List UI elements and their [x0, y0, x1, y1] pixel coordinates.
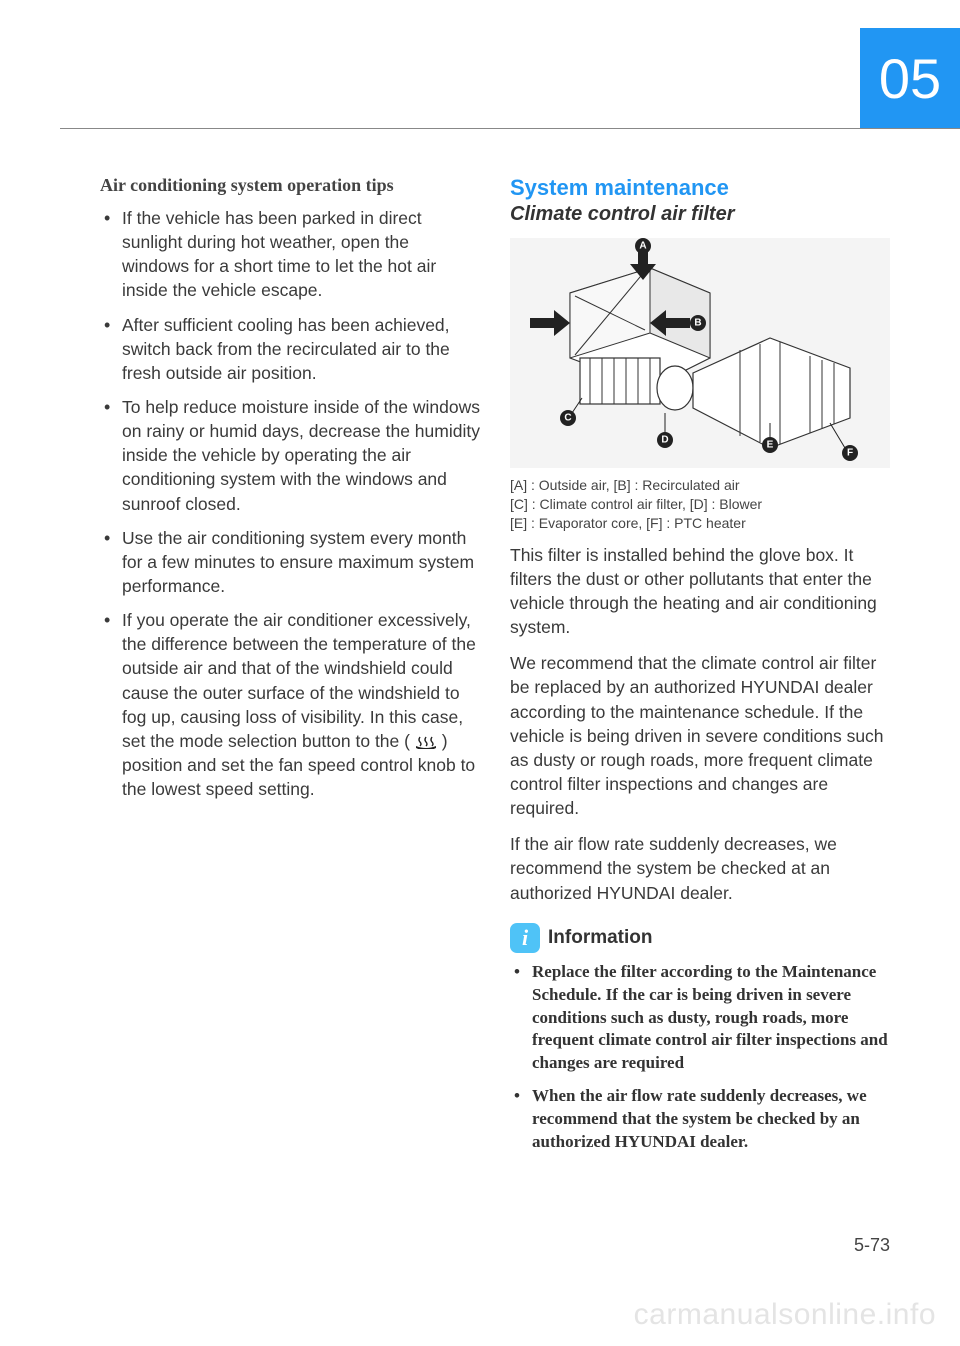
diagram-legend: [A] : Outside air, [B] : Recirculated ai… [510, 476, 890, 533]
header-divider [60, 128, 960, 129]
tip-item: After sufficient cooling has been achiev… [100, 313, 480, 385]
page-content: Air conditioning system operation tips I… [100, 175, 890, 1164]
tip-item: Use the air conditioning system every mo… [100, 526, 480, 598]
tips-heading: Air conditioning system operation tips [100, 175, 480, 196]
tip-text-pre: If you operate the air conditioner exces… [122, 610, 476, 751]
legend-line: [A] : Outside air, [B] : Recirculated ai… [510, 476, 890, 495]
info-header: i Information [510, 923, 890, 953]
info-title: Information [548, 927, 653, 949]
tips-list: If the vehicle has been parked in direct… [100, 206, 480, 801]
body-paragraph: This filter is installed behind the glov… [510, 543, 890, 640]
callout-e: E [767, 440, 774, 451]
body-paragraph: We recommend that the climate control ai… [510, 651, 890, 820]
tip-item: To help reduce moisture inside of the wi… [100, 395, 480, 516]
callout-c: C [564, 413, 571, 424]
filter-diagram: A B C D E F [510, 238, 890, 468]
left-column: Air conditioning system operation tips I… [100, 175, 480, 1164]
info-item: When the air flow rate suddenly decrease… [510, 1085, 890, 1154]
info-list: Replace the filter according to the Main… [510, 961, 890, 1155]
info-icon: i [510, 923, 540, 953]
defrost-icon [415, 731, 437, 745]
chapter-tab: 05 [860, 28, 960, 128]
tip-item: If the vehicle has been parked in direct… [100, 206, 480, 303]
callout-b: B [694, 318, 701, 329]
section-subtitle: Climate control air filter [510, 203, 890, 226]
callout-a: A [639, 241, 646, 252]
callout-f: F [847, 448, 853, 459]
section-title: System maintenance [510, 175, 890, 201]
info-item: Replace the filter according to the Main… [510, 961, 890, 1076]
callout-d: D [661, 435, 668, 446]
watermark: carmanualsonline.info [634, 1298, 936, 1332]
tip-item: If you operate the air conditioner exces… [100, 608, 480, 801]
legend-line: [C] : Climate control air filter, [D] : … [510, 495, 890, 514]
right-column: System maintenance Climate control air f… [510, 175, 890, 1164]
page-number: 5-73 [854, 1235, 890, 1256]
legend-line: [E] : Evaporator core, [F] : PTC heater [510, 514, 890, 533]
body-paragraph: If the air flow rate suddenly decreases,… [510, 832, 890, 904]
